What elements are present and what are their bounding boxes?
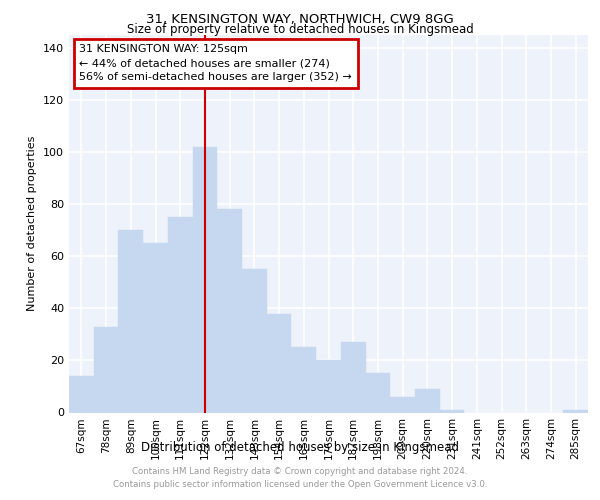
Bar [193, 147, 217, 412]
Bar [341, 342, 365, 412]
Text: Distribution of detached houses by size in Kingsmead: Distribution of detached houses by size … [141, 441, 459, 454]
Bar [316, 360, 341, 412]
Bar [267, 314, 292, 412]
Text: Contains HM Land Registry data © Crown copyright and database right 2024.
Contai: Contains HM Land Registry data © Crown c… [113, 468, 487, 489]
Bar [440, 410, 464, 412]
Text: 31 KENSINGTON WAY: 125sqm
← 44% of detached houses are smaller (274)
56% of semi: 31 KENSINGTON WAY: 125sqm ← 44% of detac… [79, 44, 352, 82]
Bar [415, 389, 440, 412]
Bar [118, 230, 143, 412]
Bar [563, 410, 588, 412]
Text: Size of property relative to detached houses in Kingsmead: Size of property relative to detached ho… [127, 24, 473, 36]
Bar [94, 326, 118, 412]
Bar [365, 374, 390, 412]
Bar [242, 270, 267, 412]
Y-axis label: Number of detached properties: Number of detached properties [28, 136, 37, 312]
Text: 31, KENSINGTON WAY, NORTHWICH, CW9 8GG: 31, KENSINGTON WAY, NORTHWICH, CW9 8GG [146, 12, 454, 26]
Bar [168, 217, 193, 412]
Bar [217, 210, 242, 412]
Bar [390, 397, 415, 412]
Bar [143, 244, 168, 412]
Bar [69, 376, 94, 412]
Bar [292, 348, 316, 412]
